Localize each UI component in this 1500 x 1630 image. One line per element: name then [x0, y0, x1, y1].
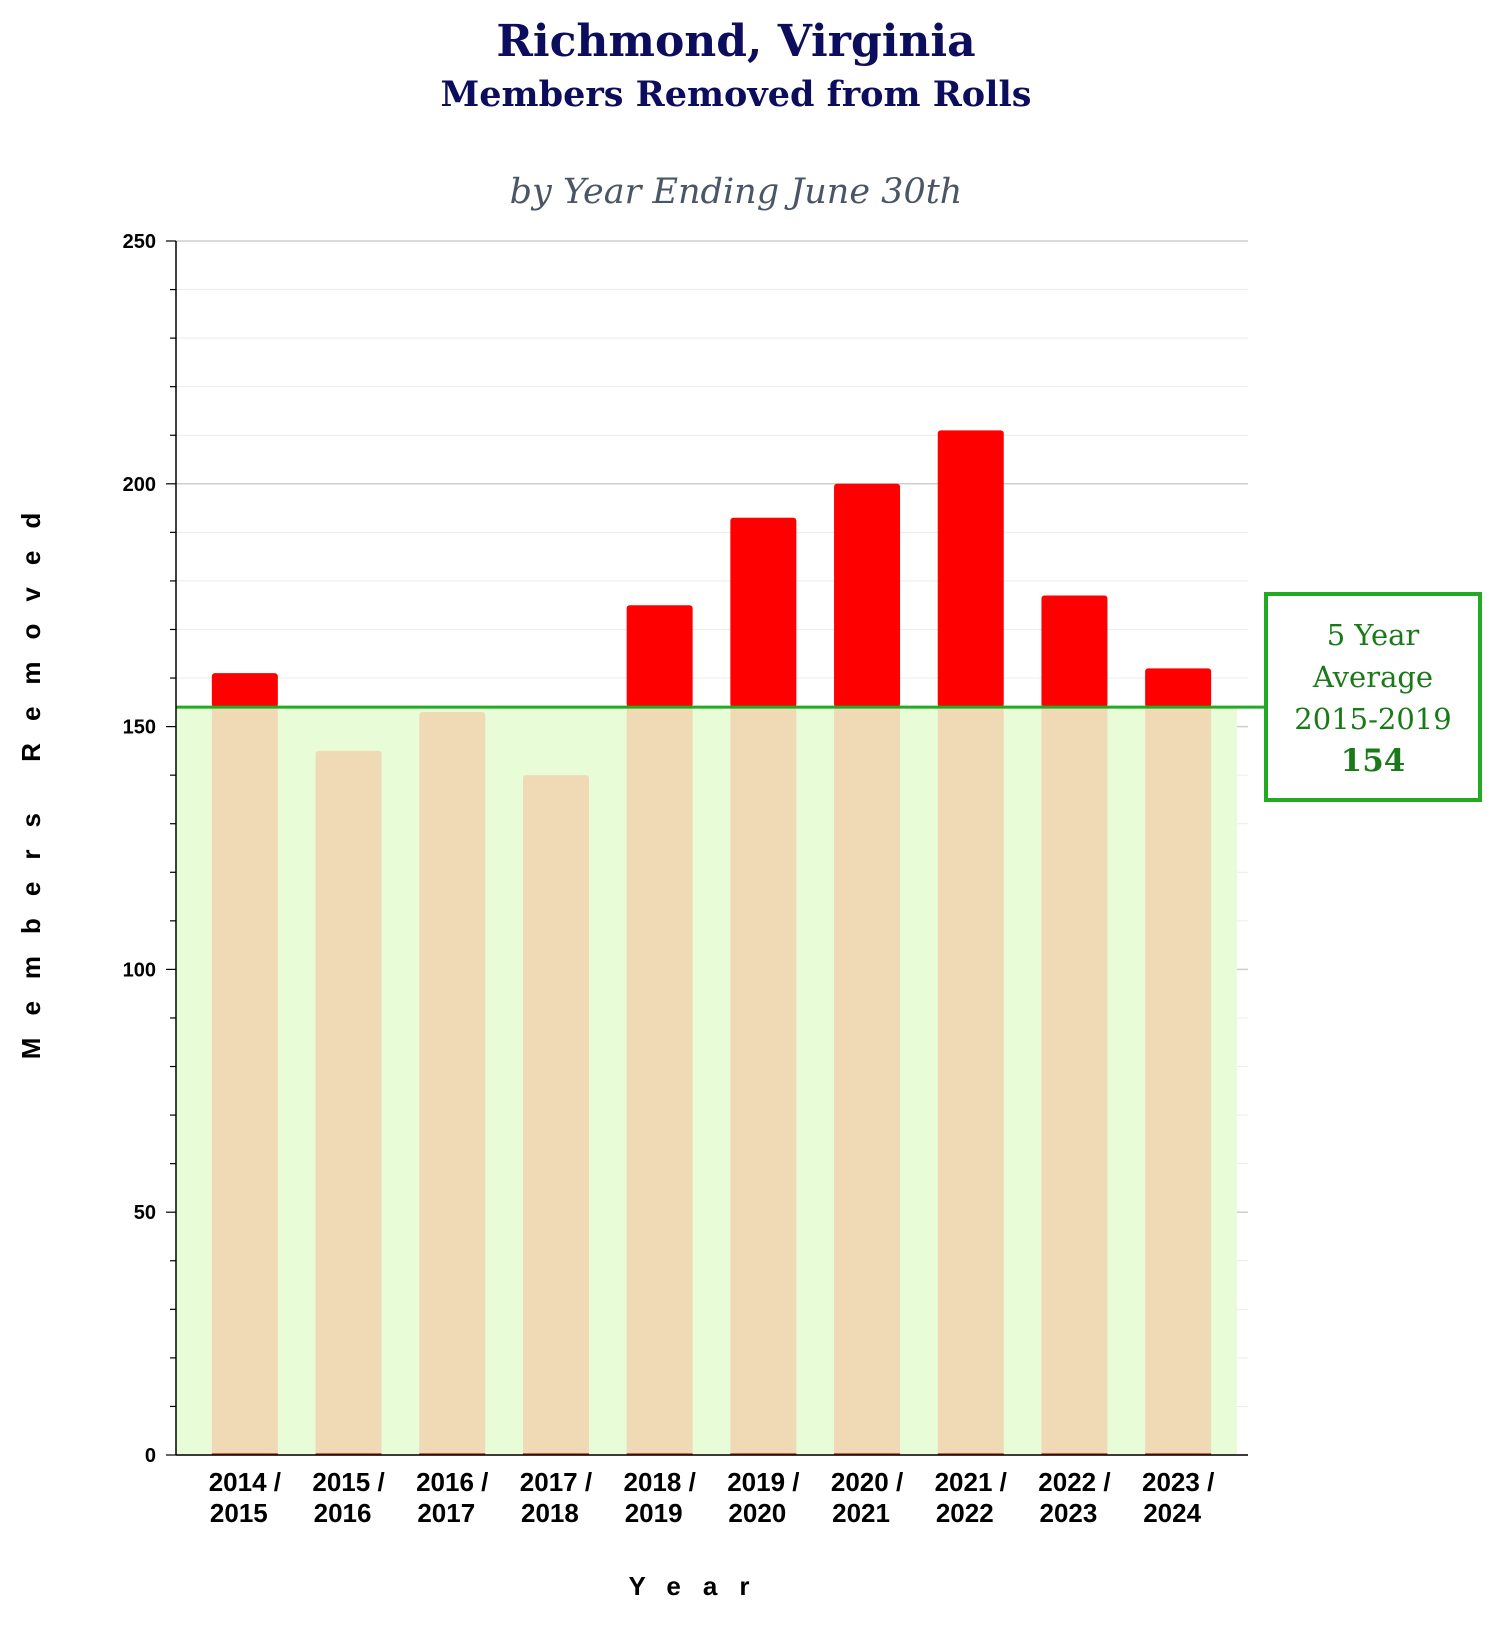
- average-label-line-1: 5 Year: [1326, 618, 1420, 652]
- x-axis-label: Year: [629, 1571, 772, 1601]
- bar-above-average: [1041, 595, 1108, 708]
- average-label-line-3: 2015-2019: [1294, 702, 1452, 736]
- bar: [937, 430, 1004, 1455]
- chart-caption: by Year Ending June 30th: [509, 172, 963, 212]
- average-value: 154: [1340, 743, 1406, 779]
- chart-subtitle: Members Removed from Rolls: [440, 74, 1032, 115]
- bar-below-average: [211, 707, 278, 1455]
- bar-above-average: [211, 673, 278, 708]
- bar: [522, 775, 589, 1455]
- x-tick-label: 2019 /2020: [727, 1467, 799, 1528]
- x-tick-label: 2022 /2023: [1038, 1467, 1110, 1528]
- x-tick-label: 2015 /2016: [312, 1467, 384, 1528]
- bar-below-average: [522, 775, 589, 1455]
- bar: [1041, 595, 1108, 1455]
- bar-above-average: [730, 517, 797, 708]
- bar-below-average: [626, 707, 693, 1455]
- bar: [626, 605, 693, 1455]
- bar-above-average: [937, 430, 1004, 708]
- bar-below-average: [1145, 707, 1212, 1455]
- x-tick-label: 2016 /2017: [416, 1467, 488, 1528]
- y-tick-label: 0: [145, 1445, 156, 1467]
- axes: [166, 240, 1248, 1456]
- bar: [834, 483, 901, 1455]
- bar-below-average: [937, 707, 1004, 1455]
- y-tick-label: 150: [123, 717, 156, 739]
- x-tick-label: 2014 /2015: [209, 1467, 281, 1528]
- y-tick-label: 250: [123, 231, 156, 253]
- y-tick-label: 100: [123, 959, 156, 981]
- x-tick-label: 2017 /2018: [520, 1467, 592, 1528]
- bar: [730, 517, 797, 1455]
- x-tick-label: 2018 /2019: [624, 1467, 696, 1528]
- bar-above-average: [1145, 668, 1212, 708]
- x-tick-label: 2023 /2024: [1142, 1467, 1214, 1528]
- bar-below-average: [419, 712, 486, 1455]
- bar: [211, 673, 278, 1455]
- x-tick-labels: 2014 /2015 2015 /2016 2016 /2017 2017 /2018…: [209, 1467, 1215, 1528]
- y-tick-label: 50: [134, 1202, 156, 1224]
- chart-title: Richmond, Virginia: [496, 16, 976, 67]
- y-axis-label: Members Removed: [16, 491, 46, 1059]
- bar-below-average: [834, 707, 901, 1455]
- bar-below-average: [1041, 707, 1108, 1455]
- bar: [315, 750, 382, 1455]
- bar-above-average: [834, 483, 901, 708]
- x-tick-label: 2021 /2022: [935, 1467, 1007, 1528]
- bar-below-average: [730, 707, 797, 1455]
- x-tick-label: 2020 /2021: [831, 1467, 903, 1528]
- average-label-line-2: Average: [1312, 660, 1434, 694]
- y-tick-label: 200: [123, 474, 156, 496]
- bar-above-average: [626, 605, 693, 708]
- bar: [419, 712, 486, 1455]
- average-annotation-box: 5 Year Average 2015-2019 154: [1264, 592, 1482, 802]
- bar: [1145, 668, 1212, 1455]
- bars: [211, 430, 1212, 1455]
- bar-below-average: [315, 750, 382, 1455]
- y-tick-labels: 0 50 100 150 200 250: [123, 231, 156, 1467]
